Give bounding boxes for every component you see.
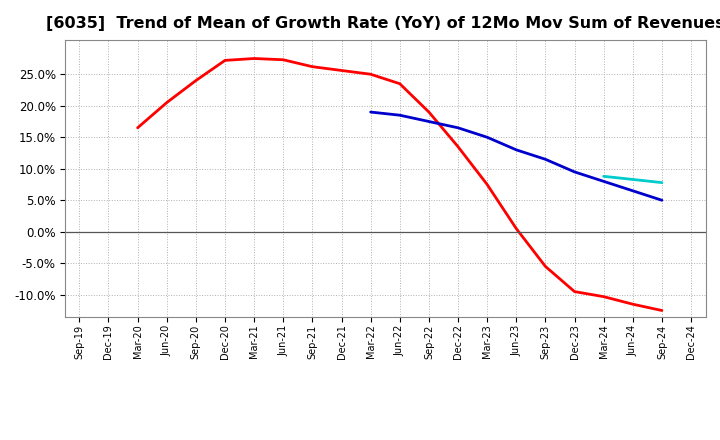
3 Years <box>657 308 666 313</box>
3 Years <box>250 56 258 61</box>
Line: 3 Years: 3 Years <box>138 59 662 311</box>
3 Years <box>599 294 608 299</box>
3 Years <box>133 125 142 130</box>
3 Years <box>395 81 404 86</box>
3 Years <box>483 182 492 187</box>
5 Years <box>541 157 550 162</box>
Line: 5 Years: 5 Years <box>371 112 662 200</box>
5 Years <box>483 135 492 140</box>
7 Years <box>657 180 666 185</box>
3 Years <box>454 144 462 149</box>
Line: 7 Years: 7 Years <box>603 176 662 183</box>
5 Years <box>454 125 462 130</box>
5 Years <box>425 119 433 124</box>
5 Years <box>629 188 637 194</box>
5 Years <box>570 169 579 175</box>
5 Years <box>395 113 404 118</box>
3 Years <box>308 64 317 70</box>
3 Years <box>163 100 171 105</box>
3 Years <box>337 68 346 73</box>
3 Years <box>192 78 200 83</box>
3 Years <box>570 289 579 294</box>
5 Years <box>657 198 666 203</box>
3 Years <box>629 301 637 307</box>
5 Years <box>512 147 521 153</box>
3 Years <box>512 226 521 231</box>
3 Years <box>220 58 229 63</box>
Title: [6035]  Trend of Mean of Growth Rate (YoY) of 12Mo Mov Sum of Revenues: [6035] Trend of Mean of Growth Rate (YoY… <box>46 16 720 32</box>
3 Years <box>279 57 287 62</box>
3 Years <box>541 264 550 269</box>
5 Years <box>366 110 375 115</box>
7 Years <box>599 174 608 179</box>
7 Years <box>629 177 637 182</box>
3 Years <box>366 72 375 77</box>
3 Years <box>425 110 433 115</box>
5 Years <box>599 179 608 184</box>
